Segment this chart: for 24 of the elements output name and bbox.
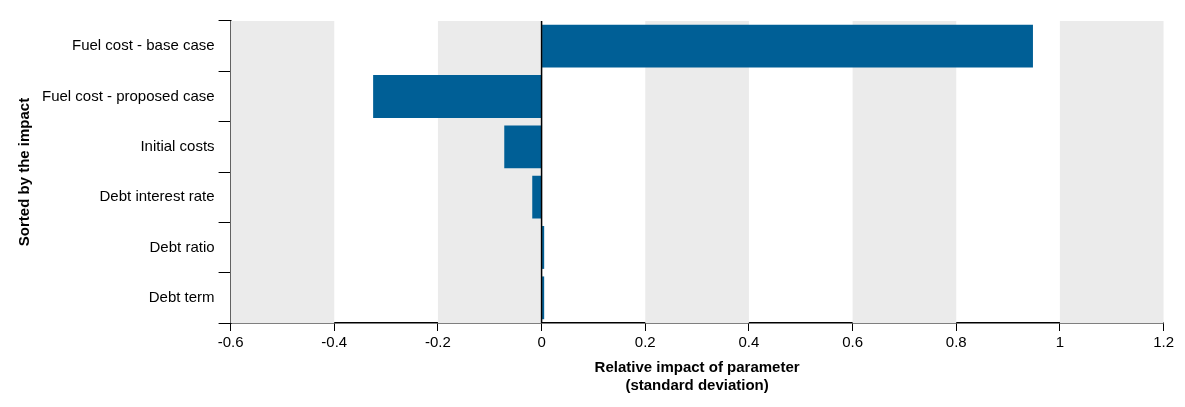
x-tick-label: 0.8	[945, 333, 967, 351]
x-tick-label: 0	[537, 333, 546, 351]
y-tick-label: Fuel cost - proposed case	[41, 86, 215, 104]
x-tick-label: -0.4	[321, 333, 348, 351]
x-tick-label: 0.2	[634, 333, 656, 351]
bar	[504, 125, 542, 169]
x-tick-label: 1	[1055, 333, 1065, 351]
y-tick-label: Debt term	[148, 287, 215, 305]
bar	[542, 226, 545, 269]
x-tick-label: -0.2	[424, 333, 451, 351]
y-tick-label: Initial costs	[140, 136, 215, 154]
x-axis-title: Relative impact of parameter (standard deviation)	[594, 358, 800, 394]
y-tick-label: Debt interest rate	[99, 187, 215, 205]
x-tick-label: 0.6	[842, 333, 864, 351]
bar	[532, 175, 542, 219]
bar	[542, 276, 545, 320]
x-tick-label: -0.6	[217, 333, 244, 351]
bar	[542, 24, 1033, 68]
y-tick-label: Debt ratio	[149, 237, 215, 255]
x-tick-label: 0.4	[738, 333, 760, 351]
x-tick-label: 1.2	[1153, 333, 1174, 351]
bar	[373, 75, 542, 118]
y-axis-title: Sorted by the impact	[15, 97, 33, 247]
y-tick-label: Fuel cost - base case	[72, 36, 215, 54]
